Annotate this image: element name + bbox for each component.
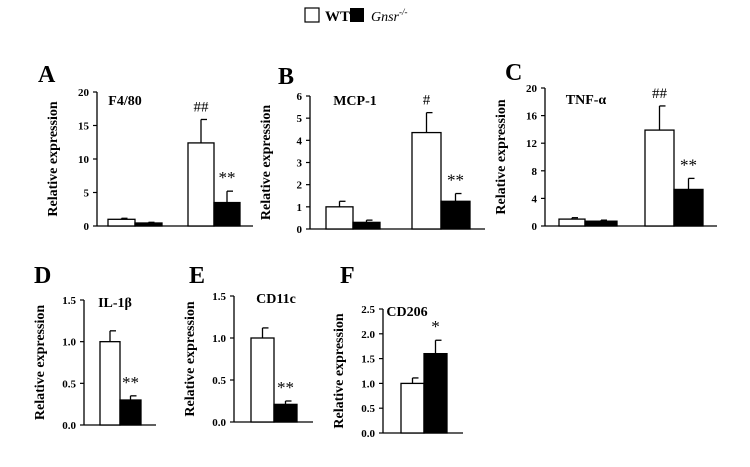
y-axis-label: Relative expression [259, 105, 274, 220]
y-tick-label: 15 [78, 121, 90, 133]
y-tick-label: 16 [526, 111, 538, 123]
y-axis-label: Relative expression [332, 313, 347, 428]
significance-mark: ** [122, 373, 139, 392]
y-axis-label: Relative expression [46, 101, 61, 216]
bar-gnsr [673, 188, 704, 227]
panel-a: A F4/80 Relative expression 0 5 10 15 20 ## ** [38, 62, 253, 233]
significance-mark: * [431, 317, 440, 336]
y-tick-label: 3 [297, 158, 303, 170]
y-tick-label: 0.5 [62, 378, 76, 390]
panel-letter: D [34, 263, 51, 289]
y-tick-label: 2.5 [361, 304, 375, 316]
y-tick-label: 10 [78, 154, 90, 166]
legend-swatch-wt [304, 7, 320, 23]
bar-wt [107, 218, 136, 227]
panel-letter: B [278, 64, 294, 90]
panel-title: F4/80 [108, 94, 141, 109]
y-tick-label: 5 [297, 113, 303, 125]
y-tick-label: 0.0 [361, 428, 375, 440]
bar-wt [325, 206, 354, 230]
y-axis-label: Relative expression [183, 301, 198, 416]
y-tick-label: 1.5 [212, 291, 226, 303]
panel-e: E CD11c Relative expression 0.0 0.5 1.0 1.5 ** [183, 263, 313, 429]
bar-wt [558, 218, 586, 227]
y-tick-label: 4 [532, 193, 538, 205]
significance-mark: ** [447, 171, 464, 190]
y-tick-label: 0 [532, 221, 538, 233]
y-tick-label: 12 [526, 138, 538, 150]
bar-wt [187, 142, 215, 227]
bar-wt [644, 129, 675, 227]
y-tick-label: 8 [532, 166, 538, 178]
panel-d: D IL-1β Relative expression 0.0 0.5 1.0 1.5 ** [33, 263, 156, 432]
legend-label-gnsr: Gnsr-/- [371, 7, 408, 25]
panel-title: CD11c [256, 292, 296, 307]
y-tick-label: 1.5 [62, 295, 76, 307]
y-tick-label: 1.5 [361, 354, 375, 366]
panel-letter: A [38, 62, 56, 88]
y-axis-label: Relative expression [33, 305, 48, 420]
panel-c: C TNF-α Relative expression 0 4 8 12 16 20 ## ** [494, 60, 717, 233]
y-tick-label: 0 [297, 224, 303, 236]
panel-letter: C [505, 60, 522, 86]
significance-mark: ## [652, 86, 668, 102]
panel-letter: E [189, 263, 205, 289]
y-tick-label: 1 [297, 202, 303, 214]
y-tick-label: 1.0 [62, 337, 76, 349]
significance-mark: ** [277, 378, 294, 397]
y-tick-label: 6 [297, 91, 303, 103]
panel-letter: F [340, 263, 355, 289]
panel-title: IL-1β [98, 296, 132, 311]
bar-gnsr [440, 200, 471, 230]
significance-mark: # [423, 93, 431, 109]
panel-title: CD206 [386, 305, 427, 320]
y-tick-label: 20 [526, 83, 538, 95]
significance-mark: ** [680, 155, 697, 174]
y-tick-label: 5 [84, 188, 90, 200]
y-tick-label: 2 [297, 180, 303, 192]
bar-gnsr [119, 399, 142, 426]
bar-wt [411, 131, 442, 230]
bar-wt [400, 382, 425, 434]
y-tick-label: 20 [78, 87, 90, 99]
bar-wt [250, 337, 275, 423]
y-tick-label: 0.0 [62, 420, 76, 432]
y-axis-label: Relative expression [494, 99, 509, 214]
panel-title: MCP-1 [333, 94, 377, 109]
y-tick-label: 0 [84, 221, 90, 233]
panel-b: B MCP-1 Relative expression 0 1 2 3 4 5 6 # ** [259, 64, 485, 236]
y-tick-label: 0.0 [212, 417, 226, 429]
y-tick-label: 0.5 [361, 403, 375, 415]
y-tick-label: 1.0 [212, 333, 226, 345]
bar-gnsr [423, 352, 448, 434]
y-tick-label: 2.0 [361, 329, 375, 341]
bar-gnsr [134, 222, 163, 227]
y-tick-label: 0.5 [212, 375, 226, 387]
panel-title: TNF-α [566, 93, 607, 108]
y-tick-label: 1.0 [361, 378, 375, 390]
bar-wt [99, 341, 121, 426]
significance-mark: ** [219, 168, 236, 187]
legend-label-wt: WT [325, 9, 350, 25]
y-tick-label: 4 [297, 135, 303, 147]
bar-gnsr [273, 403, 298, 423]
bar-gnsr [213, 201, 241, 227]
legend-swatch-gnsr [350, 8, 364, 22]
legend: WT Gnsr-/- [304, 7, 408, 25]
significance-mark: ## [194, 99, 210, 115]
bar-gnsr [352, 221, 381, 230]
bar-gnsr [584, 220, 618, 227]
panel-f: F CD206 Relative expression 0.0 0.5 1.0 1.5 2.0… [332, 263, 463, 440]
